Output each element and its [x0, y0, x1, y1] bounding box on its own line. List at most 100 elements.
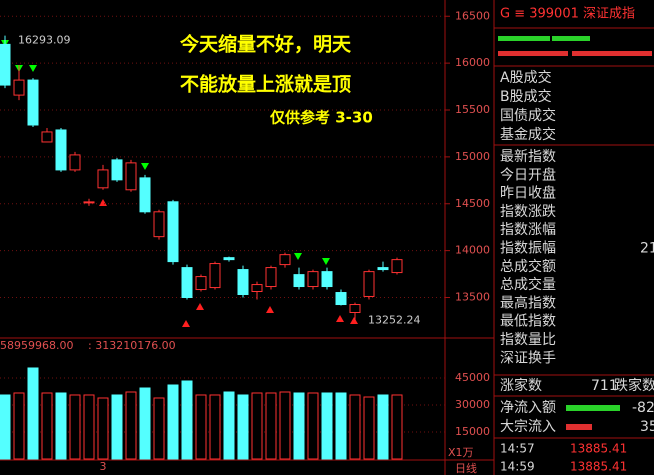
tick-time: 14:57 [500, 442, 535, 456]
panel-label: 基金成交 [500, 126, 556, 143]
candle-body [27, 79, 39, 126]
low-label: 13252.24 [368, 314, 421, 327]
volume-label: 58959968.00 [0, 339, 73, 352]
candle-body [55, 129, 67, 171]
candle-body [237, 269, 249, 295]
unit-label: X1万 [448, 446, 474, 459]
volume-bar [167, 384, 179, 460]
candle-body [349, 304, 361, 313]
candle-body [251, 284, 263, 292]
y-tick-label: 30000 [455, 398, 490, 411]
flow-bar [566, 424, 592, 430]
y-tick-label: 15500 [455, 103, 490, 116]
tick-price: 13885.41 [570, 442, 627, 456]
panel-label: 指数涨跌 [500, 204, 556, 220]
candle-body [363, 271, 375, 297]
volume-bar [27, 367, 39, 460]
volume-bar [41, 392, 53, 460]
volume-bar [321, 392, 333, 460]
y-tick-label: 16500 [455, 9, 490, 22]
volume-bar [195, 394, 207, 460]
volume-bar [209, 394, 221, 460]
tick-time: 14:59 [500, 460, 535, 474]
panel-label: 总成交量 [500, 276, 556, 293]
panel-label: 国债成交 [500, 107, 556, 124]
note: 仅供参考 3-30 [269, 109, 373, 127]
signals [99, 199, 358, 327]
y-tick-label: 15000 [455, 150, 490, 163]
panel-label: 最新指数 [500, 149, 556, 165]
candle-body [279, 254, 291, 266]
candle-body [13, 79, 25, 96]
panel-field: 大宗流入 [500, 419, 556, 435]
candle-body [195, 276, 207, 291]
candle-body [167, 201, 179, 263]
panel-field: 涨家数 [500, 377, 542, 394]
panel-label: 最低指数 [500, 314, 556, 330]
panel-field: -82 [632, 400, 654, 416]
candle-body [125, 162, 137, 191]
candle-body [111, 159, 123, 181]
volume-bar [363, 396, 375, 460]
volume-bar [377, 394, 389, 460]
volume-bar [279, 391, 291, 460]
volume-bar [391, 394, 403, 460]
candle-body [83, 201, 95, 204]
panel-field: 净流入额 [500, 400, 556, 416]
volume-bar [237, 394, 249, 460]
candle-body [265, 267, 277, 288]
panel-value: 21 [640, 241, 654, 257]
candle-body [321, 271, 333, 288]
panel-label: 深证换手 [500, 349, 556, 366]
panel-field: 711 [591, 378, 618, 394]
panel-field: 跌家数 [614, 377, 654, 394]
ratio-bar [498, 51, 568, 56]
note-line: 今天缩量不好，明天 [179, 33, 352, 56]
volume-bar [69, 394, 81, 460]
high-label: 16293.09 [18, 34, 71, 47]
volume-bar [251, 392, 263, 460]
volume-label: : 313210176.00 [88, 339, 176, 352]
candle-body [391, 259, 403, 274]
volume-bar [83, 394, 95, 460]
volume-bar [349, 394, 361, 460]
ratio-bar [498, 36, 550, 41]
panel-label: 今日开盘 [500, 166, 556, 183]
volume-bar [223, 391, 235, 460]
volume-bar [265, 392, 277, 460]
volume-bar [181, 380, 193, 460]
ratio-bar [572, 51, 652, 56]
candle-body [181, 267, 193, 298]
y-tick-label: 13500 [455, 291, 490, 304]
panel-label: A股成交 [500, 69, 552, 86]
panel-label: B股成交 [500, 88, 552, 105]
candle-body [307, 271, 319, 288]
volume-bar [97, 397, 109, 460]
volume-bar [153, 397, 165, 460]
candle-body [97, 169, 109, 189]
candle-body [377, 267, 389, 271]
y-tick-label: 16000 [455, 56, 490, 69]
candle-body [0, 43, 11, 86]
volume-bar [125, 391, 137, 460]
y-tick-label: 15000 [455, 425, 490, 438]
panel-label: 最高指数 [500, 294, 556, 311]
panel-label: 昨日收盘 [500, 185, 556, 202]
x-tick-label: 3 [100, 460, 107, 473]
panel-label: 总成交额 [500, 258, 556, 275]
candle-body [209, 263, 221, 289]
volume-bar [307, 392, 319, 460]
panel-label: 指数量比 [500, 332, 556, 348]
volume-bar [111, 394, 123, 460]
y-tick-label: 14000 [455, 244, 490, 257]
volume-bar [293, 392, 305, 460]
candle-body [153, 211, 165, 238]
panel-label: 指数涨幅 [500, 222, 556, 238]
volume-bar [55, 392, 67, 460]
period-label: 日线 [455, 461, 477, 475]
y-tick-label: 45000 [455, 371, 490, 384]
volume-bar [0, 394, 11, 460]
volume-bar [139, 387, 151, 460]
candle-body [223, 257, 235, 261]
